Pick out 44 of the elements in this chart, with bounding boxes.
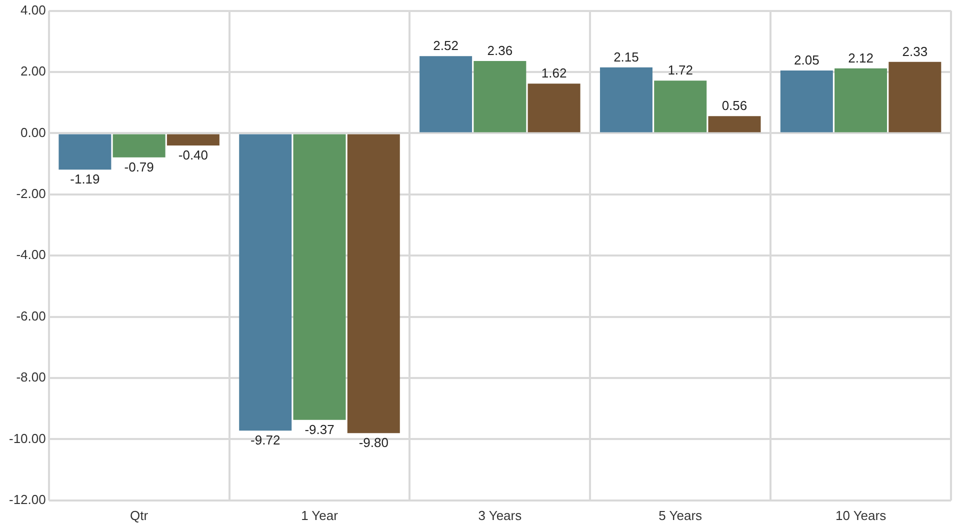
bar (112, 134, 166, 158)
y-tick-label: -8.00 (16, 370, 46, 385)
data-label: 1.72 (668, 62, 694, 78)
data-label: 2.05 (794, 52, 820, 68)
data-label: -0.79 (124, 159, 154, 174)
y-tick-label: 0.00 (20, 124, 46, 140)
bar (600, 67, 652, 132)
y-tick-label: 4.00 (20, 2, 46, 18)
y-tick-label: -10.00 (8, 430, 46, 446)
bar (347, 134, 400, 434)
data-label: -9.37 (304, 422, 334, 437)
x-tick-label: 3 Years (478, 508, 522, 523)
y-tick-label: 2.00 (20, 64, 46, 79)
bar (528, 84, 580, 132)
bar (474, 60, 526, 132)
data-label: 1.62 (541, 66, 567, 81)
bar (654, 80, 707, 132)
x-tick-label: 1 Year (301, 508, 339, 523)
y-tick-label: -4.00 (16, 247, 46, 262)
data-label: 2.12 (848, 50, 874, 66)
data-label: 0.56 (722, 98, 748, 114)
bar (293, 134, 346, 420)
bar (780, 70, 833, 132)
bar (239, 134, 292, 431)
data-label: -0.40 (178, 148, 208, 163)
x-tick-label: 10 Years (835, 508, 887, 523)
bar (420, 56, 472, 132)
bar (166, 134, 220, 146)
data-label: 2.36 (487, 43, 513, 58)
bar (58, 134, 112, 170)
data-label: 2.33 (902, 44, 928, 59)
data-label: -9.72 (250, 432, 280, 448)
bar (834, 68, 888, 132)
y-tick-label: -12.00 (8, 492, 46, 507)
bar (708, 116, 761, 132)
x-tick-label: 5 Years (658, 508, 703, 523)
y-tick-label: -2.00 (16, 186, 46, 201)
data-label: -9.80 (358, 435, 388, 450)
x-tick-label: Qtr (130, 508, 149, 523)
data-label: 2.15 (614, 49, 639, 64)
bar (888, 62, 942, 132)
y-tick-label: -6.00 (16, 308, 46, 324)
data-label: -1.19 (70, 172, 100, 187)
data-label: 2.52 (433, 38, 458, 54)
